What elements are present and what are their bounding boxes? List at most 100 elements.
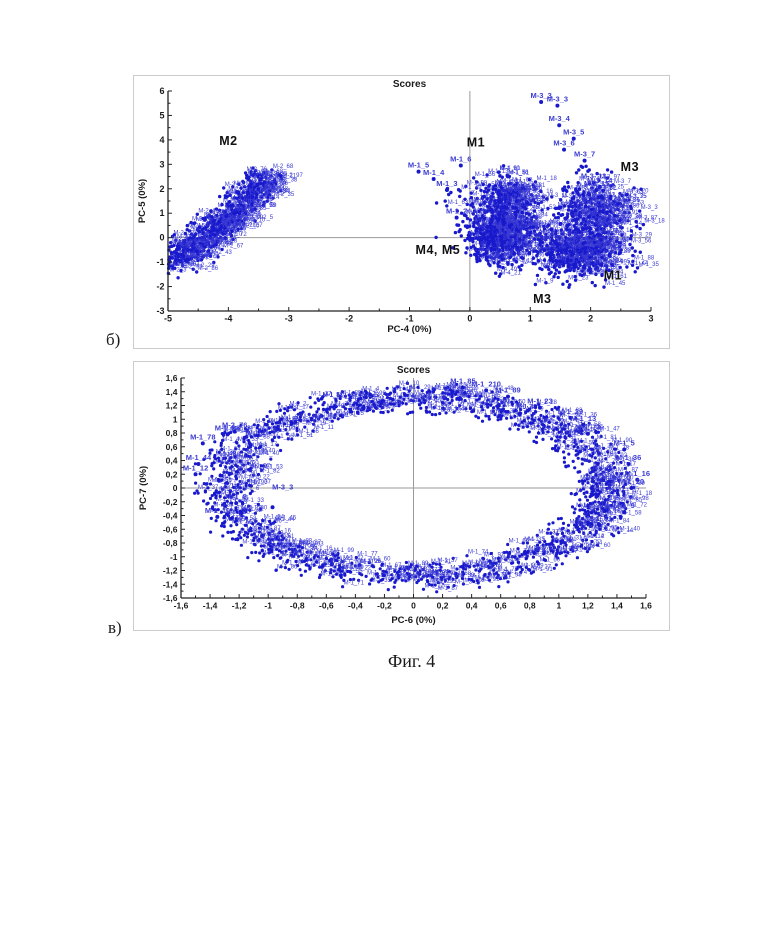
svg-text:M-2_14: M-2_14	[216, 229, 237, 235]
svg-text:M-1_93: M-1_93	[586, 475, 607, 481]
svg-text:M-1_51: M-1_51	[497, 180, 518, 186]
svg-text:M-2_44: M-2_44	[226, 214, 247, 220]
svg-text:-1,4: -1,4	[203, 601, 218, 611]
svg-text:M-2_51: M-2_51	[207, 236, 228, 242]
subfigure-label-b: б)	[106, 330, 121, 349]
svg-text:M-4_57: M-4_57	[512, 221, 533, 227]
svg-text:M-2_88: M-2_88	[266, 188, 287, 194]
svg-text:M-4_33: M-4_33	[495, 252, 516, 258]
svg-text:-4: -4	[224, 314, 232, 324]
svg-text:M-1_56: M-1_56	[342, 569, 363, 575]
svg-text:M-2_38: M-2_38	[277, 178, 298, 184]
scatter-canvas-pc4-pc5: M-2_40M-2_84M-2_74M-2_3M-2_38M-2_41M-2_5…	[137, 79, 665, 335]
svg-text:M-2_10: M-2_10	[250, 191, 271, 197]
svg-text:0,8: 0,8	[524, 601, 536, 611]
svg-text:1,6: 1,6	[166, 373, 178, 383]
svg-text:M-3_7: M-3_7	[574, 150, 595, 159]
svg-text:M-4_24: M-4_24	[520, 245, 541, 251]
svg-text:M-4_5: M-4_5	[501, 226, 519, 232]
svg-text:M-2_86: M-2_86	[268, 181, 289, 187]
svg-text:M-4_74: M-4_74	[478, 217, 499, 223]
svg-text:M-1_5: M-1_5	[614, 439, 635, 448]
svg-text:M-2_53: M-2_53	[252, 184, 273, 190]
svg-text:M-2_17: M-2_17	[236, 206, 257, 212]
svg-text:0,4: 0,4	[166, 456, 178, 466]
svg-text:M-2_74: M-2_74	[250, 184, 271, 190]
svg-text:M-3_36: M-3_36	[619, 198, 640, 204]
svg-text:-2: -2	[345, 314, 353, 324]
svg-text:M-3_29: M-3_29	[632, 233, 653, 239]
svg-text:M-1_49: M-1_49	[461, 185, 482, 191]
svg-text:M-1_82: M-1_82	[594, 486, 615, 492]
svg-text:M-2_68: M-2_68	[273, 164, 294, 170]
svg-text:M-4_96: M-4_96	[521, 243, 542, 249]
svg-text:-3: -3	[156, 306, 164, 316]
svg-text:M-1_77: M-1_77	[337, 394, 358, 400]
svg-text:M-1_61: M-1_61	[490, 574, 511, 580]
svg-text:M-4_41: M-4_41	[502, 214, 523, 220]
svg-text:M-1_61: M-1_61	[587, 514, 612, 523]
svg-text:M3: M3	[533, 292, 551, 306]
svg-text:M-1_51: M-1_51	[293, 433, 314, 439]
svg-text:M-1_71: M-1_71	[344, 581, 365, 587]
svg-text:M-3_3: M-3_3	[272, 482, 293, 491]
svg-text:M-1_18: M-1_18	[293, 549, 314, 555]
svg-text:M-2_13: M-2_13	[234, 181, 255, 187]
svg-text:M-2_31: M-2_31	[262, 173, 283, 179]
svg-text:M-1_62: M-1_62	[321, 569, 342, 575]
svg-text:0,4: 0,4	[466, 601, 478, 611]
svg-text:M-1_60: M-1_60	[502, 189, 523, 195]
svg-text:M-2_82: M-2_82	[196, 217, 217, 223]
svg-text:M-3_18: M-3_18	[536, 233, 557, 239]
svg-text:M-2_48: M-2_48	[204, 239, 225, 245]
svg-text:M-3_20: M-3_20	[628, 189, 649, 195]
svg-text:M-2_37: M-2_37	[235, 220, 256, 226]
svg-text:M-2_94: M-2_94	[187, 242, 208, 248]
svg-text:M-2_84: M-2_84	[187, 254, 208, 260]
svg-text:M-4_75: M-4_75	[511, 235, 532, 241]
svg-text:M-2_60: M-2_60	[231, 196, 252, 202]
svg-text:M-1_86: M-1_86	[247, 449, 268, 455]
svg-text:M-2_5: M-2_5	[251, 184, 269, 190]
svg-text:M-2_21: M-2_21	[276, 174, 297, 180]
svg-text:M-3_3: M-3_3	[547, 95, 568, 104]
svg-text:M-2_35: M-2_35	[235, 211, 256, 217]
svg-text:M-2_41: M-2_41	[198, 208, 219, 214]
svg-text:M-4_39: M-4_39	[482, 243, 503, 249]
svg-text:M-1_21: M-1_21	[369, 402, 390, 408]
svg-text:-1,6: -1,6	[163, 593, 178, 603]
svg-text:M-3_6: M-3_6	[553, 139, 574, 148]
svg-text:3: 3	[159, 159, 164, 169]
svg-text:M-1_35: M-1_35	[371, 578, 392, 584]
svg-text:M-1_54: M-1_54	[264, 515, 285, 521]
svg-text:M-1_93: M-1_93	[436, 579, 457, 585]
svg-text:-2: -2	[156, 282, 164, 292]
subfigure-label-v: в)	[108, 618, 122, 637]
svg-text:M-4_76: M-4_76	[498, 204, 519, 210]
svg-text:0,2: 0,2	[166, 469, 178, 479]
svg-text:M-2_22: M-2_22	[257, 186, 278, 192]
svg-text:M-2_55: M-2_55	[198, 252, 219, 258]
svg-text:M-4_52: M-4_52	[482, 243, 503, 249]
svg-text:M-1_23: M-1_23	[568, 275, 589, 281]
svg-text:M-2_33: M-2_33	[199, 224, 220, 230]
svg-text:M-2_42: M-2_42	[228, 212, 249, 218]
svg-text:M-2_40: M-2_40	[211, 241, 232, 247]
svg-text:M-2_55: M-2_55	[235, 205, 256, 211]
svg-text:M-2_57: M-2_57	[170, 262, 191, 268]
svg-text:M-2_36: M-2_36	[217, 224, 238, 230]
svg-text:M-2_30: M-2_30	[259, 171, 280, 177]
svg-text:M-2_65: M-2_65	[221, 222, 242, 228]
svg-text:M-4_79: M-4_79	[499, 235, 520, 241]
svg-text:M-2_56: M-2_56	[219, 225, 240, 231]
svg-text:M-2_90: M-2_90	[215, 223, 236, 229]
svg-text:-1: -1	[405, 314, 413, 324]
svg-text:M-2_43: M-2_43	[240, 195, 261, 201]
svg-text:M-4_79: M-4_79	[504, 252, 525, 258]
svg-text:1: 1	[173, 414, 178, 424]
svg-text:M-4_98: M-4_98	[500, 213, 521, 219]
svg-text:M-4_75: M-4_75	[499, 235, 520, 241]
svg-text:M-4_76: M-4_76	[510, 242, 531, 248]
svg-text:M-1_92: M-1_92	[400, 572, 421, 578]
svg-text:-0,4: -0,4	[163, 511, 178, 521]
